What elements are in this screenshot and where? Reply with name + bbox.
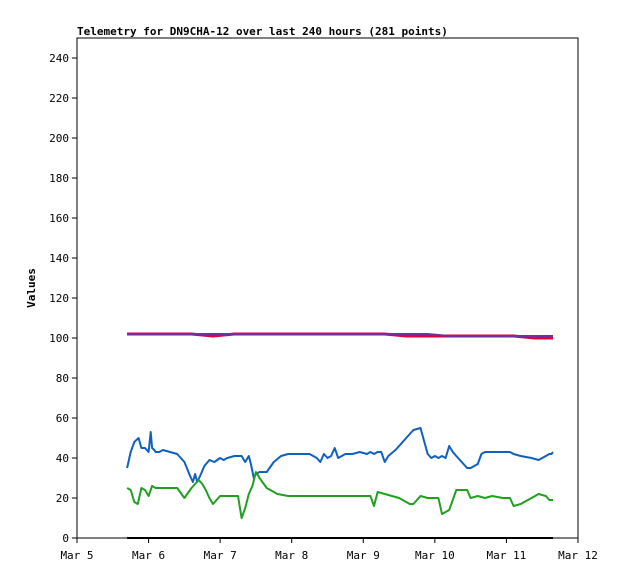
y-tick-label: 120 — [49, 292, 69, 305]
y-tick-label: 240 — [49, 52, 69, 65]
y-tick-label: 20 — [56, 492, 69, 505]
x-tick-label: Mar 8 — [275, 549, 308, 562]
series-layer — [126, 332, 554, 539]
series-line-4 — [126, 471, 553, 519]
y-tick-label: 60 — [56, 412, 69, 425]
chart-title: Telemetry for DN9CHA-12 over last 240 ho… — [77, 25, 448, 38]
y-tick-label: 140 — [49, 252, 69, 265]
x-tick-label: Mar 9 — [347, 549, 380, 562]
y-axis-label: Values — [25, 268, 38, 308]
x-tick-label: Mar 6 — [132, 549, 165, 562]
x-tick-label: Mar 7 — [204, 549, 237, 562]
series-line-3 — [126, 427, 554, 483]
y-axis: 0 20 40 60 80 100 120 140 160 180 200 220 240 — [49, 52, 77, 545]
y-tick-label: 220 — [49, 92, 69, 105]
y-tick-label: 160 — [49, 212, 69, 225]
plot-area — [76, 37, 579, 539]
y-tick-label: 200 — [49, 132, 69, 145]
x-tick-label: Mar 12 — [558, 549, 598, 562]
x-tick-label: Mar 5 — [60, 549, 93, 562]
y-tick-label: 40 — [56, 452, 69, 465]
x-tick-label: Mar 11 — [487, 549, 527, 562]
y-tick-label: 0 — [62, 532, 69, 545]
y-tick-label: 180 — [49, 172, 69, 185]
x-tick-label: Mar 10 — [415, 549, 455, 562]
y-tick-label: 100 — [49, 332, 69, 345]
y-tick-label: 80 — [56, 372, 69, 385]
x-axis: Mar 5 Mar 6 Mar 7 Mar 8 Mar 9 Mar 10 Mar 11 Mar… — [60, 538, 598, 562]
series-line-2 — [127, 333, 553, 337]
